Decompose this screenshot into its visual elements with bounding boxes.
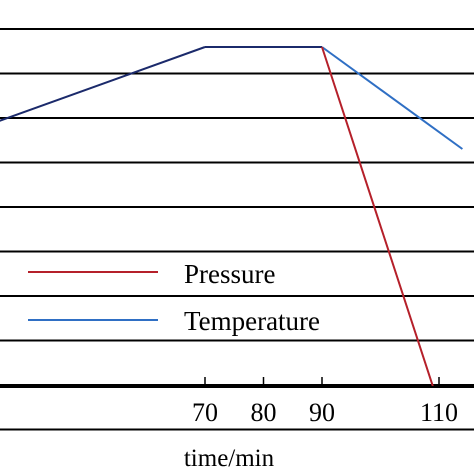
legend: Pressure Temperature	[28, 259, 320, 336]
x-axis: 70 80 90 110 time/min	[0, 377, 474, 472]
x-axis-ticks: 70 80 90 110	[192, 377, 458, 427]
legend-label-pressure: Pressure	[184, 259, 275, 289]
legend-label-temperature: Temperature	[184, 306, 320, 336]
series-lines	[0, 46, 463, 388]
x-tick-label: 90	[309, 398, 335, 427]
temperature-line-segment	[0, 46, 206, 122]
x-tick-label: 80	[251, 398, 277, 427]
x-axis-title: time/min	[184, 445, 275, 472]
temperature-line-segment	[321, 46, 463, 150]
pressure-line	[321, 46, 435, 388]
x-tick-label: 70	[192, 398, 218, 427]
x-tick-label: 110	[420, 398, 458, 427]
horizontal-gridlines	[0, 28, 474, 431]
